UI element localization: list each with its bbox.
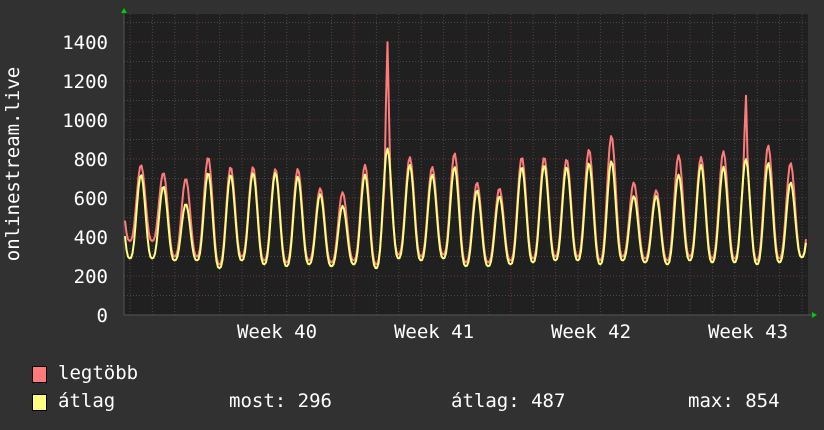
series-line-avg <box>124 147 807 270</box>
stat-avg: átlag: 487 <box>451 390 566 412</box>
stat-now: most: 296 <box>229 390 332 412</box>
y-tick-label: 600 <box>74 188 108 210</box>
legend-swatch-max <box>32 366 47 383</box>
y-axis-arrow-icon <box>121 8 127 13</box>
legend-label-max: legtöbb <box>58 362 139 384</box>
y-tick-label: 200 <box>74 266 108 288</box>
x-tick-label: Week 42 <box>551 321 631 343</box>
legend-label-avg: átlag <box>58 390 116 412</box>
stat-max: max: 854 <box>688 390 780 412</box>
x-axis-arrow-icon <box>812 312 817 318</box>
x-tick-label: Week 40 <box>237 321 317 343</box>
y-tick-label: 800 <box>74 149 108 171</box>
y-tick-label: 0 <box>97 305 108 327</box>
y-tick-label: 400 <box>74 227 108 249</box>
y-tick-label: 1000 <box>62 110 108 132</box>
x-tick-label: Week 41 <box>394 321 474 343</box>
x-tick-label: Week 43 <box>708 321 788 343</box>
y-axis-label: onlinestream.live <box>2 67 24 261</box>
y-tick-label: 1400 <box>62 32 108 54</box>
y-tick-label: 1200 <box>62 71 108 93</box>
legend-swatch-avg <box>32 394 47 411</box>
